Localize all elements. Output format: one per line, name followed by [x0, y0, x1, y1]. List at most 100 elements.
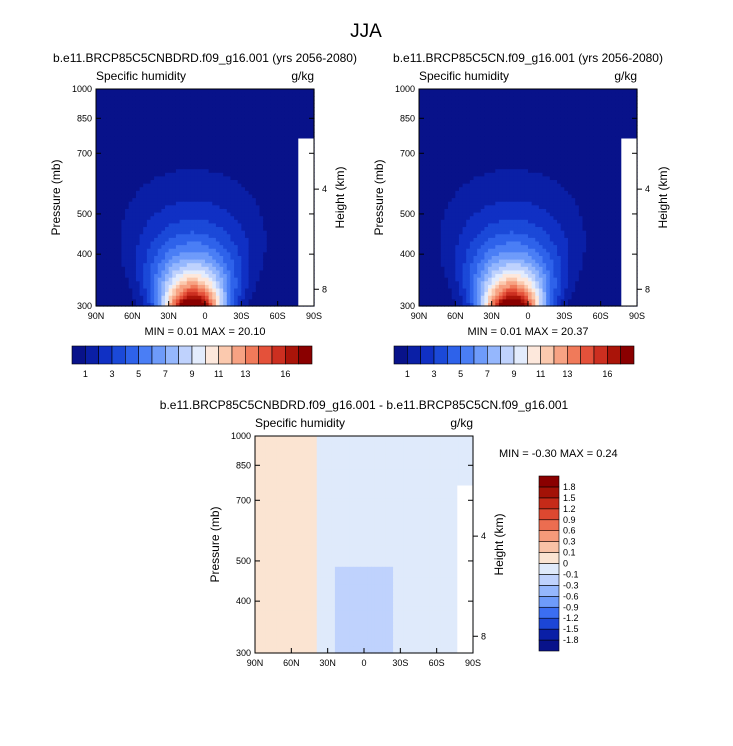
contour-cell: [266, 302, 271, 307]
contour-cell: [259, 211, 264, 217]
contour-cell: [444, 240, 449, 246]
contour-cell: [165, 139, 170, 144]
contour-cell: [440, 190, 446, 195]
contour-cell: [466, 154, 471, 159]
contour-cell: [201, 226, 206, 231]
contour-cell: [440, 248, 446, 253]
contour-cell: [212, 161, 217, 166]
contour-cell: [429, 277, 435, 282]
contour-cell: [175, 117, 181, 123]
contour-cell: [165, 154, 170, 159]
contour-cell: [259, 273, 264, 278]
contour-cell: [110, 92, 115, 97]
contour-cell: [201, 215, 206, 220]
contour-cell: [172, 284, 177, 289]
contour-cell: [462, 251, 467, 256]
contour-cell: [146, 237, 152, 242]
contour-cell: [106, 287, 112, 293]
contour-cell: [212, 237, 217, 242]
contour-cell: [219, 103, 224, 108]
contour-cell: [226, 277, 232, 282]
contour-cell: [230, 284, 235, 289]
contour-cell: [234, 277, 239, 282]
contour-cell: [288, 190, 293, 195]
contour-cell: [466, 208, 471, 213]
contour-cell: [266, 248, 271, 253]
contour-cell: [455, 161, 460, 166]
contour-cell: [237, 179, 242, 184]
contour-cell: [175, 298, 181, 303]
contour-cell: [117, 233, 123, 238]
contour-cell: [281, 219, 286, 224]
contour-cell: [448, 233, 453, 238]
contour-cell: [295, 269, 301, 275]
contour-cell: [263, 99, 268, 105]
contour-cell: [429, 110, 435, 115]
contour-cell: [480, 215, 485, 220]
contour-cell: [270, 269, 275, 275]
contour-cell: [125, 201, 130, 206]
contour-cell: [248, 92, 253, 97]
contour-cell: [288, 193, 293, 199]
contour-cell: [135, 255, 141, 260]
contour-cell: [281, 248, 286, 253]
contour-cell: [426, 280, 431, 285]
contour-cell: [197, 175, 202, 181]
contour-cell: [477, 287, 482, 293]
contour-cell: [274, 287, 279, 293]
contour-cell: [259, 237, 264, 242]
contour-cell: [125, 248, 130, 253]
contour-cell: [175, 291, 181, 296]
contour-cell: [135, 208, 141, 213]
contour-cell: [295, 161, 301, 166]
contour-cell: [208, 186, 213, 191]
contour-cell: [161, 168, 166, 173]
contour-cell: [208, 262, 213, 267]
contour-cell: [288, 258, 293, 264]
contour-cell: [241, 226, 246, 231]
x-tick-label: 60N: [124, 311, 141, 321]
contour-cell: [458, 295, 464, 300]
contour-cell: [201, 287, 206, 293]
contour-cell: [448, 172, 453, 177]
contour-cell: [223, 248, 228, 253]
contour-cell: [303, 110, 308, 115]
contour-cell: [226, 215, 232, 220]
contour-cell: [270, 143, 275, 148]
contour-cell: [135, 92, 141, 97]
height-tick-label: 4: [322, 184, 327, 194]
contour-cell: [230, 255, 235, 260]
contour-cell: [484, 215, 489, 220]
contour-cell: [99, 190, 104, 195]
contour-cell: [154, 211, 159, 217]
contour-cell: [252, 280, 257, 285]
contour-cell: [306, 92, 311, 97]
contour-cell: [194, 157, 199, 162]
contour-cell: [484, 201, 489, 206]
contour-cell: [480, 146, 485, 152]
contour-cell: [223, 262, 228, 267]
contour-cell: [270, 262, 275, 267]
contour-cell: [223, 255, 228, 260]
contour-cell: [154, 273, 159, 278]
contour-cell: [469, 146, 475, 152]
contour-cell: [292, 269, 297, 275]
contour-cell: [190, 146, 195, 152]
contour-cell: [223, 190, 228, 195]
contour-cell: [274, 258, 279, 264]
contour-cell: [205, 132, 210, 137]
contour-cell: [451, 280, 456, 285]
contour-cell: [201, 175, 206, 181]
contour-cell: [255, 248, 261, 253]
contour-cell: [215, 233, 221, 238]
contour-cell: [135, 266, 141, 271]
contour-cell: [205, 136, 210, 141]
contour-cell: [183, 117, 188, 123]
contour-cell: [132, 89, 137, 94]
contour-cell: [462, 143, 467, 148]
contour-cell: [495, 204, 500, 209]
contour-cell: [462, 269, 467, 275]
contour-cell: [252, 302, 257, 307]
contour-cell: [429, 107, 435, 112]
